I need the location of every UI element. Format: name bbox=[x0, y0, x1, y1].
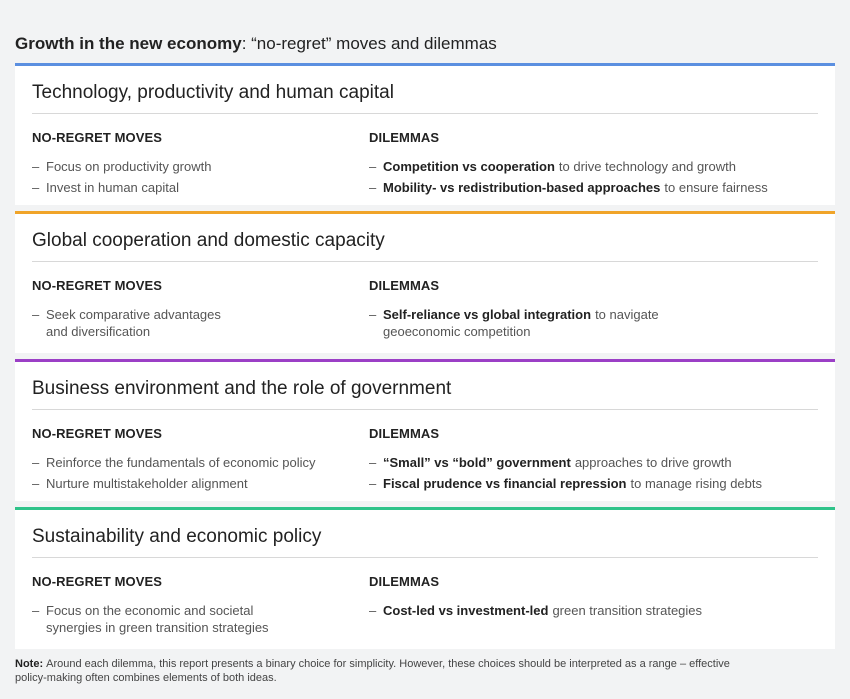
move-line: Seek comparative advantages bbox=[46, 307, 221, 322]
section-card: Business environment and the role of gov… bbox=[15, 362, 835, 501]
divider bbox=[32, 409, 818, 410]
dilemma-line: Mobility- vs redistribution-based approa… bbox=[383, 179, 829, 196]
moves-column: NO-REGRET MOVES Focus on the economic and… bbox=[32, 574, 362, 640]
move-line: Invest in human capital bbox=[46, 180, 179, 195]
divider bbox=[32, 261, 818, 262]
section-color-bar bbox=[15, 359, 835, 362]
section-heading: Sustainability and economic policy bbox=[32, 526, 322, 547]
dilemma-text: to navigate bbox=[595, 307, 659, 322]
section-card: Global cooperation and domestic capacity… bbox=[15, 214, 835, 353]
section: Global cooperation and domestic capacity… bbox=[15, 211, 835, 353]
section-color-bar bbox=[15, 507, 835, 510]
moves-label: NO-REGRET MOVES bbox=[32, 426, 163, 441]
dilemma-bold: Cost-led vs investment-led bbox=[383, 603, 549, 618]
section-heading: Technology, productivity and human capit… bbox=[32, 82, 394, 103]
dilemma-item: Fiscal prudence vs financial repressiont… bbox=[369, 475, 829, 492]
move-line: Reinforce the fundamentals of economic p… bbox=[46, 455, 316, 470]
dilemma-text: to ensure fairness bbox=[664, 180, 768, 195]
note: Note: Around each dilemma, this report pr… bbox=[15, 657, 735, 685]
move-item: Reinforce the fundamentals of economic p… bbox=[32, 454, 362, 471]
moves-column: NO-REGRET MOVES Seek comparative advantag… bbox=[32, 278, 362, 344]
divider bbox=[32, 557, 818, 558]
dilemmas-label: DILEMMAS bbox=[369, 278, 440, 293]
move-item: Focus on productivity growth bbox=[32, 158, 362, 175]
title-rest: : “no-regret” moves and dilemmas bbox=[241, 34, 497, 53]
move-line: Focus on productivity growth bbox=[46, 159, 212, 174]
moves-column: NO-REGRET MOVES Focus on productivity gro… bbox=[32, 130, 362, 200]
move-item: Focus on the economic and societal synerg… bbox=[32, 602, 362, 636]
moves-label: NO-REGRET MOVES bbox=[32, 130, 163, 145]
dilemma-text: to drive technology and growth bbox=[558, 159, 736, 174]
dilemma-line: Fiscal prudence vs financial repressiont… bbox=[383, 475, 829, 492]
moves-column: NO-REGRET MOVES Reinforce the fundamental… bbox=[32, 426, 362, 496]
section-card: Technology, productivity and human capit… bbox=[15, 66, 835, 205]
move-item: Seek comparative advantages and diversifi… bbox=[32, 306, 362, 340]
note-text: Around each dilemma, this report present… bbox=[15, 658, 730, 684]
title-bold: Growth in the new economy bbox=[15, 34, 242, 53]
move-item: Invest in human capital bbox=[32, 179, 362, 196]
dilemmas-label: DILEMMAS bbox=[369, 574, 440, 589]
move-line: synergies in green transition strategies bbox=[46, 620, 269, 635]
section: Business environment and the role of gov… bbox=[15, 359, 835, 501]
divider bbox=[32, 113, 818, 114]
section-heading: Business environment and the role of gov… bbox=[32, 378, 452, 399]
move-line: and diversification bbox=[46, 324, 151, 339]
move-line: Nurture multistakeholder alignment bbox=[46, 476, 248, 491]
moves-label: NO-REGRET MOVES bbox=[32, 574, 163, 589]
dilemma-text: geoeconomic competition bbox=[383, 324, 531, 339]
section-color-bar bbox=[15, 63, 835, 66]
move-line: Focus on the economic and societal bbox=[46, 603, 254, 618]
dilemma-bold: Competition vs cooperation bbox=[383, 159, 555, 174]
sections: Technology, productivity and human capit… bbox=[15, 63, 835, 655]
dilemma-bold: Fiscal prudence vs financial repression bbox=[383, 476, 627, 491]
section: Technology, productivity and human capit… bbox=[15, 63, 835, 205]
dilemma-bold: “Small” vs “bold” government bbox=[383, 455, 571, 470]
dilemma-bold: Mobility- vs redistribution-based approa… bbox=[383, 180, 661, 195]
dilemmas-column: DILEMMAS “Small” vs “bold” governmentappr… bbox=[369, 426, 829, 496]
dilemmas-label: DILEMMAS bbox=[369, 130, 440, 145]
section-heading: Global cooperation and domestic capacity bbox=[32, 230, 385, 251]
dilemma-text: green transition strategies bbox=[552, 603, 703, 618]
dilemma-text: to manage rising debts bbox=[630, 476, 763, 491]
dilemmas-label: DILEMMAS bbox=[369, 426, 440, 441]
dilemma-bold: Self-reliance vs global integration bbox=[383, 307, 592, 322]
title: Growth in the new economy: “no-regret” m… bbox=[15, 34, 497, 54]
section-card: Sustainability and economic policy NO-REG… bbox=[15, 510, 835, 649]
note-label: Note: bbox=[15, 658, 44, 670]
move-item: Nurture multistakeholder alignment bbox=[32, 475, 362, 492]
dilemmas-column: DILEMMAS Cost-led vs investment-ledgreen … bbox=[369, 574, 829, 623]
dilemma-text: approaches to drive growth bbox=[574, 455, 732, 470]
dilemma-item: Mobility- vs redistribution-based approa… bbox=[369, 179, 829, 196]
section-color-bar bbox=[15, 211, 835, 214]
moves-label: NO-REGRET MOVES bbox=[32, 278, 163, 293]
section: Sustainability and economic policy NO-REG… bbox=[15, 507, 835, 649]
dilemmas-column: DILEMMAS Self-reliance vs global integrat… bbox=[369, 278, 829, 344]
